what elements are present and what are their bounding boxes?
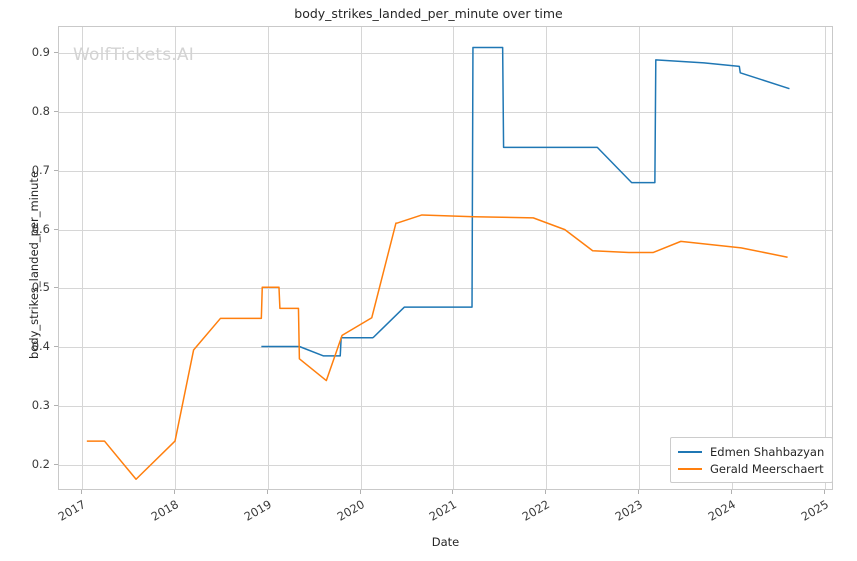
y-axis-tick-label: 0.4 xyxy=(31,339,50,354)
gridline-vertical xyxy=(546,27,548,489)
gridline-horizontal xyxy=(59,112,832,114)
y-axis-tick-mark xyxy=(54,111,58,113)
x-axis-tick-label: 2022 xyxy=(519,497,553,524)
x-axis-label: Date xyxy=(431,535,460,549)
x-axis-tick-label: 2020 xyxy=(334,497,367,524)
series-line xyxy=(86,214,788,480)
x-axis-tick-mark xyxy=(81,490,83,494)
x-axis-tick-mark xyxy=(823,490,825,494)
plot-area: WolfTickets.AI xyxy=(58,26,833,490)
x-axis-tick-mark xyxy=(266,490,268,494)
x-axis-tick-label: 2017 xyxy=(55,497,89,524)
x-axis-tick-mark xyxy=(359,490,361,494)
y-axis-tick-mark xyxy=(54,404,58,406)
gridline-vertical xyxy=(267,27,269,489)
y-axis-tick-mark xyxy=(54,228,58,230)
chart-title: body_strikes_landed_per_minute over time xyxy=(294,6,563,21)
gridline-vertical xyxy=(639,27,641,489)
gridline-horizontal xyxy=(59,170,832,172)
gridline-horizontal xyxy=(59,464,832,466)
x-axis-tick-mark xyxy=(730,490,732,494)
legend-item-label: Gerald Meerschaert xyxy=(710,461,824,476)
x-axis-tick-mark xyxy=(638,490,640,494)
series-line xyxy=(261,46,790,357)
x-axis-tick-label: 2021 xyxy=(427,497,460,524)
gridline-vertical xyxy=(360,27,362,489)
y-axis-tick-mark xyxy=(54,463,58,465)
watermark-text: WolfTickets.AI xyxy=(73,45,194,65)
gridline-horizontal xyxy=(59,288,832,290)
gridline-vertical xyxy=(82,27,84,489)
y-axis-tick-label: 0.6 xyxy=(31,221,50,236)
gridline-vertical xyxy=(824,27,826,489)
x-axis-tick-mark xyxy=(174,490,176,494)
legend-color-swatch xyxy=(678,467,702,470)
gridline-horizontal xyxy=(59,405,832,407)
x-axis-tick-label: 2019 xyxy=(241,497,274,524)
gridline-horizontal xyxy=(59,347,832,349)
y-axis-tick-mark xyxy=(54,169,58,171)
gridline-vertical xyxy=(175,27,177,489)
y-axis-tick-mark xyxy=(54,346,58,348)
legend-color-swatch xyxy=(678,450,702,453)
y-axis-tick-label: 0.5 xyxy=(31,280,50,295)
gridline-horizontal xyxy=(59,229,832,231)
y-axis-tick-label: 0.3 xyxy=(31,397,50,412)
gridline-horizontal xyxy=(59,53,832,55)
y-axis-tick-mark xyxy=(54,52,58,54)
chart-legend[interactable]: Edmen Shahbazyan Gerald Meerschaert xyxy=(670,437,834,483)
gridline-vertical xyxy=(731,27,733,489)
x-axis-tick-label: 2025 xyxy=(798,497,831,524)
legend-item-label: Edmen Shahbazyan xyxy=(710,444,825,459)
y-axis-tick-mark xyxy=(54,287,58,289)
y-axis-tick-label: 0.7 xyxy=(31,162,50,177)
x-axis-tick-mark xyxy=(452,490,454,494)
x-axis-tick-label: 2024 xyxy=(705,497,738,524)
y-axis-tick-label: 0.9 xyxy=(31,45,50,60)
legend-item[interactable]: Edmen Shahbazyan xyxy=(678,443,824,460)
y-axis-tick-label: 0.8 xyxy=(31,104,50,119)
series-lines xyxy=(86,46,790,480)
x-axis-tick-label: 2023 xyxy=(612,497,646,524)
x-axis-tick-mark xyxy=(545,490,547,494)
y-axis-tick-label: 0.2 xyxy=(31,456,50,471)
x-axis-tick-label: 2018 xyxy=(148,497,182,524)
gridline-vertical xyxy=(453,27,455,489)
legend-item[interactable]: Gerald Meerschaert xyxy=(678,460,824,477)
